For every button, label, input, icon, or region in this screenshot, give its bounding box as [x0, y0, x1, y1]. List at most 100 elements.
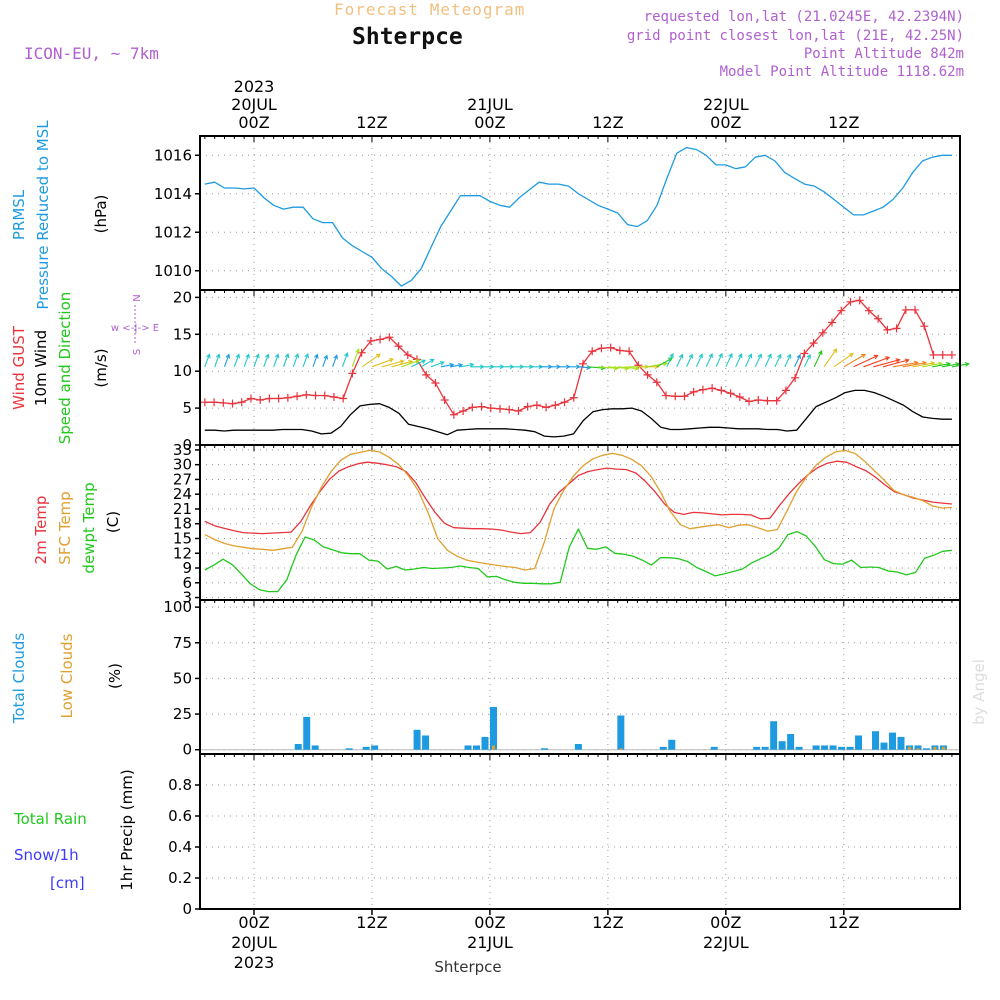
y-tick-label: 0.6	[168, 807, 192, 825]
precip-panel-labels: Total Rain Snow/1h [cm] 1hr Precip (mm)	[13, 769, 136, 892]
y-tick-label: 1012	[154, 223, 192, 241]
gust-marker	[855, 296, 864, 305]
wind-arrow	[332, 354, 338, 367]
wind-arrow	[686, 353, 694, 368]
gust-marker	[468, 403, 477, 412]
gust-marker	[791, 373, 800, 382]
gust-marker	[929, 350, 938, 359]
wind-arrow	[223, 353, 231, 367]
bottom-time-label: 20JUL	[231, 933, 277, 952]
wind10-line	[204, 389, 952, 438]
wind-arrow	[460, 362, 475, 368]
wind-arrow	[411, 359, 427, 368]
gust-marker	[293, 392, 302, 401]
y-tick-label: 30	[173, 456, 192, 474]
gust-marker	[726, 389, 735, 398]
gust-marker	[662, 391, 671, 400]
gust-marker	[449, 410, 458, 419]
total-cloud-bar	[422, 735, 430, 750]
y-tick-label: 24	[173, 485, 192, 503]
wind-arrow	[282, 353, 290, 367]
total-cloud-bar	[795, 746, 803, 750]
total-cloud-bar	[838, 746, 846, 750]
axes: 1010101210141016051015203691215182124273…	[154, 77, 953, 972]
gust-marker	[320, 391, 329, 400]
wind-arrow	[568, 364, 581, 370]
dew-label: dewpt Temp	[80, 482, 98, 573]
total-cloud-bar	[303, 716, 311, 750]
wind-arrow	[558, 364, 571, 370]
compass-s: S	[132, 349, 143, 355]
data-marks	[200, 146, 970, 751]
sfc-label: SFC Temp	[56, 491, 74, 564]
wind-arrow	[705, 353, 713, 368]
bottom-time-label: 00Z	[238, 913, 269, 932]
gust-marker	[551, 401, 560, 410]
total-cloud-bar	[846, 746, 854, 750]
y-tick-label: 20	[173, 288, 192, 306]
total-cloud-bar	[855, 735, 863, 750]
wind-arrow	[843, 353, 867, 368]
wind-arrow	[361, 353, 381, 368]
wind-arrow	[420, 358, 435, 368]
bottom-time-label: 2023	[234, 953, 275, 972]
low-cloud-bar	[491, 745, 495, 750]
gust-marker	[837, 306, 846, 315]
y-tick-label: 5	[182, 399, 192, 417]
compass-n: N	[132, 294, 143, 301]
total-cloud-bar	[668, 739, 676, 750]
model-altitude: Model Point Altitude 1118.62m	[719, 64, 964, 80]
sfc-temp-line	[204, 449, 952, 571]
bottom-time-label: 00Z	[474, 913, 505, 932]
y-tick-label: 9	[182, 559, 192, 577]
snow-label: Snow/1h	[14, 846, 79, 864]
bottom-time-label: 00Z	[710, 913, 741, 932]
wind-panel-labels: Wind GUST 10m Wind Speed and Direction (…	[10, 292, 159, 445]
gust-marker	[597, 344, 606, 353]
gust-marker	[911, 305, 920, 314]
wind-arrow	[853, 354, 879, 368]
y-tick-label: 15	[173, 325, 192, 343]
y-tick-label: 100	[163, 598, 192, 616]
top-time-label: 00Z	[474, 113, 505, 132]
y-tick-label: 27	[173, 470, 192, 488]
y-tick-label: 1010	[154, 262, 192, 280]
top-time-label: 22JUL	[703, 95, 749, 114]
gust-marker	[486, 404, 495, 413]
cloud-panel-labels: Total Clouds Low Clouds (%)	[10, 633, 124, 725]
total-cloud-bar	[362, 746, 370, 750]
gust-marker	[708, 384, 717, 393]
gust-marker	[505, 405, 514, 414]
gust-marker	[542, 403, 551, 412]
gust-marker	[735, 393, 744, 402]
wind-arrow	[302, 353, 309, 367]
total-cloud-bar	[778, 741, 786, 750]
total-cloud-bar	[345, 748, 353, 750]
total-cloud-bar	[770, 721, 778, 750]
y-tick-label: 12	[173, 544, 192, 562]
wind-arrow	[341, 352, 349, 367]
top-time-label: 12Z	[828, 113, 859, 132]
gust-marker	[569, 393, 578, 402]
pressure-panel-labels: PRMSL Pressure Reduced to MSL (hPa)	[10, 120, 110, 310]
total-cloud-bar	[710, 746, 718, 750]
wind-arrow	[578, 365, 592, 370]
gust-marker	[947, 350, 956, 359]
gust-marker	[606, 343, 615, 352]
wind-arrow	[312, 353, 319, 367]
total-cloud-bar	[540, 748, 548, 750]
wind-unit-label: (m/s)	[92, 348, 110, 387]
gust-marker	[339, 394, 348, 403]
wind-arrow	[371, 357, 394, 368]
gust-marker	[680, 392, 689, 401]
gust-marker	[689, 387, 698, 396]
gust-marker	[809, 339, 818, 348]
total-cloud-bar	[914, 745, 922, 750]
gust-marker	[200, 398, 209, 407]
gust-marker	[560, 398, 569, 407]
grid-point-coords: grid point closest lon,lat (21E, 42.25N)	[626, 28, 964, 44]
gust-marker	[772, 396, 781, 405]
gust-marker	[283, 393, 292, 402]
